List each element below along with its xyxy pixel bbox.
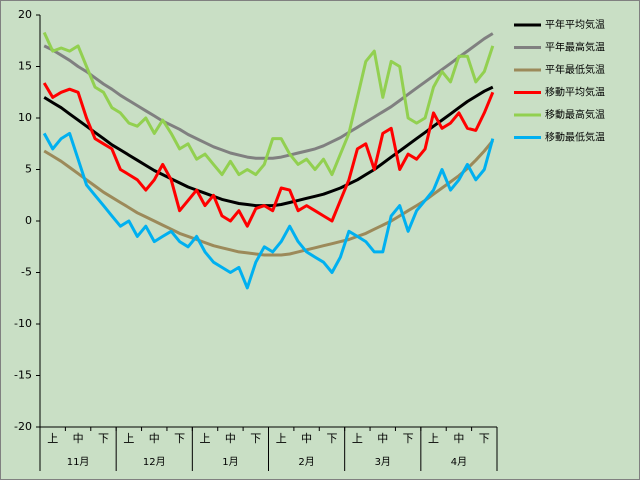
x-tick-label: 上: [47, 432, 58, 445]
x-tick-label: 上: [428, 432, 439, 445]
x-tick-label: 下: [250, 432, 261, 445]
x-group-label: 1月: [222, 456, 238, 468]
series-line: [43, 85, 494, 208]
y-tick-label: 0: [25, 214, 32, 227]
x-tick-label: 下: [479, 432, 490, 445]
series-line: [42, 31, 495, 177]
x-tick-label: 中: [301, 432, 312, 445]
x-tick-label: 下: [98, 432, 109, 445]
y-tick-label: 20: [18, 8, 32, 21]
x-tick-label: 中: [73, 432, 84, 445]
x-tick-label: 中: [149, 432, 160, 445]
x-group-label: 4月: [451, 456, 467, 468]
x-tick-label: 上: [123, 432, 134, 445]
series-line: [43, 139, 494, 257]
x-tick-label: 上: [200, 432, 211, 445]
legend-label: 平年最低気温: [545, 63, 605, 76]
legend-label: 平年平均気温: [545, 18, 605, 31]
x-group-label: 3月: [375, 456, 391, 468]
legend-label: 移動最低気温: [545, 131, 605, 144]
y-tick-label: -15: [14, 369, 32, 382]
x-tick-label: 中: [225, 432, 236, 445]
series-line: [43, 32, 494, 160]
legend-label: 移動最高気温: [545, 108, 605, 121]
legend-label: 平年最高気温: [545, 41, 605, 54]
x-tick-label: 下: [174, 432, 185, 445]
x-group-label: 11月: [67, 456, 90, 468]
y-tick-label: -5: [21, 266, 32, 279]
series-line: [42, 82, 495, 228]
legend-label: 移動平均気温: [545, 86, 605, 99]
series-line: [42, 131, 495, 290]
x-tick-label: 中: [453, 432, 464, 445]
y-tick-label: 15: [18, 60, 32, 73]
x-tick-label: 上: [276, 432, 287, 445]
y-tick-label: -10: [14, 317, 32, 330]
x-tick-label: 下: [326, 432, 337, 445]
x-tick-label: 上: [352, 432, 363, 445]
x-tick-label: 下: [403, 432, 414, 445]
y-tick-label: -20: [14, 420, 32, 433]
y-tick-label: 10: [18, 111, 32, 124]
y-tick-label: 5: [25, 163, 32, 176]
x-group-label: 2月: [298, 456, 314, 468]
x-tick-label: 中: [377, 432, 388, 445]
x-group-label: 12月: [143, 456, 166, 468]
